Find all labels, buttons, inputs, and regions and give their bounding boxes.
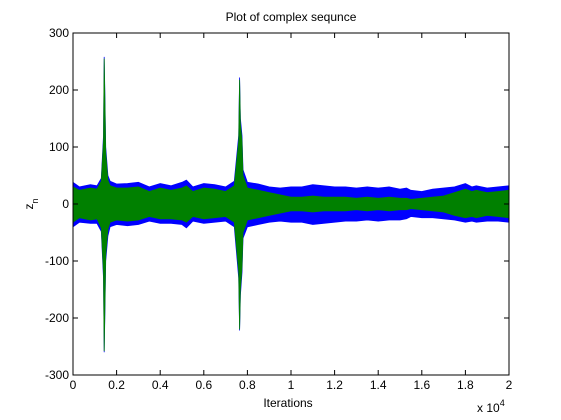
y-tick-label: 300 <box>49 26 69 40</box>
x-tick-label: 1.2 <box>326 378 343 392</box>
x-tick-label: 0 <box>70 378 77 392</box>
y-tick-label: -100 <box>45 254 69 268</box>
x-axis-multiplier-base: x 10 <box>477 401 500 415</box>
x-tick-label: 0.4 <box>152 378 169 392</box>
y-tick-label: 0 <box>62 197 69 211</box>
x-tick-label: 1 <box>288 378 295 392</box>
x-tick-label: 2 <box>506 378 513 392</box>
x-axis-multiplier-exponent: 4 <box>500 398 505 408</box>
y-axis-label-subscript: n <box>30 198 40 203</box>
x-tick-label: 0.2 <box>108 378 125 392</box>
x-tick-label: 1.8 <box>457 378 474 392</box>
x-axis-label: Iterations <box>263 396 312 410</box>
y-axis-label-main: z <box>22 204 36 210</box>
x-tick-label: 1.6 <box>413 378 430 392</box>
x-tick-label: 0.6 <box>195 378 212 392</box>
x-axis-multiplier: x 104 <box>477 398 505 415</box>
svg-text:zn: zn <box>22 198 40 209</box>
y-axis-label: zn <box>22 198 40 209</box>
y-tick-label: -200 <box>45 311 69 325</box>
ticks-layer: 0 0.2 0.4 0.6 0.8 1 1.2 1.4 1.6 1.8 2 -300 -200 -100 0… <box>45 26 513 392</box>
chart-title: Plot of complex sequnce <box>226 10 357 24</box>
y-tick-label: 100 <box>49 140 69 154</box>
svg-text:x 104: x 104 <box>477 398 505 415</box>
y-tick-label: -300 <box>45 368 69 382</box>
x-tick-label: 1.4 <box>370 378 387 392</box>
y-tick-label: 200 <box>49 83 69 97</box>
x-tick-label: 0.8 <box>239 378 256 392</box>
